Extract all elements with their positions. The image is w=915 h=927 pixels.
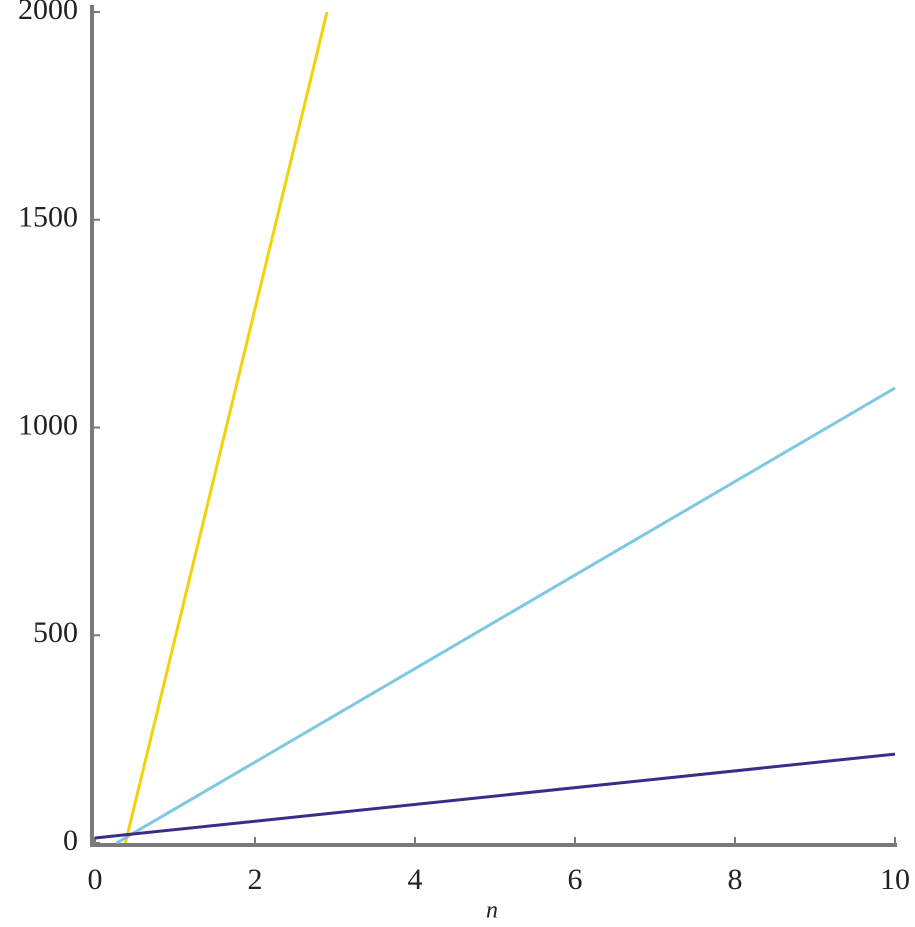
y-tick-label: 1000 (18, 408, 78, 441)
series-line (94, 752, 896, 840)
series-line (123, 11, 329, 844)
y-tick-label: 1500 (18, 201, 78, 234)
y-tick-label: 2000 (18, 0, 78, 26)
x-tick-label: 8 (728, 863, 743, 896)
x-tick-label: 4 (408, 863, 423, 896)
x-axis-label: n (486, 898, 498, 924)
x-tick-label: 6 (568, 863, 583, 896)
series-line (115, 386, 896, 845)
y-tick-label: 0 (63, 824, 78, 857)
x-tick-label: 0 (88, 863, 103, 896)
x-tick-label: 2 (248, 863, 263, 896)
x-tick-label: 10 (880, 863, 910, 896)
y-tick-label: 500 (33, 616, 78, 649)
